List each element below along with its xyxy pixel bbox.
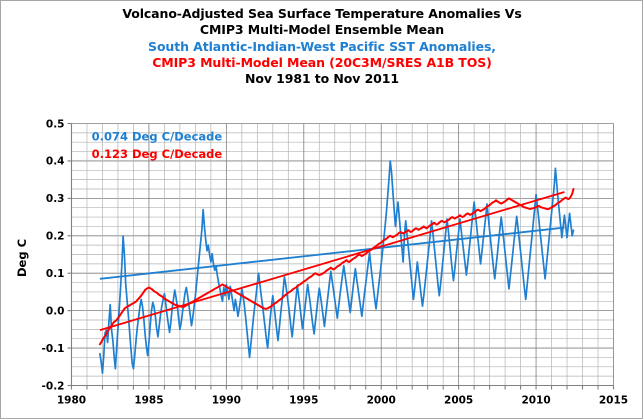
trend-annotations: 0.074 Deg C/Decade 0.123 Deg C/Decade [92,129,223,161]
y-tick-label: -0.2 [42,380,65,392]
x-tick-label: 1995 [289,395,318,407]
data-series-group [98,160,575,374]
trendlines-group [99,191,565,331]
y-tick-label: 0.2 [46,231,65,243]
title-line-1: Volcano-Adjusted Sea Surface Temperature… [122,6,522,21]
x-tick-label: 2005 [444,395,473,407]
x-axis-ticks: 1980 1985 1990 1995 2000 2005 2010 2015 [57,385,628,407]
axes [70,123,614,387]
annotation-trend-observations: 0.074 Deg C/Decade [92,129,223,143]
title-line-5-period: Nov 1981 to Nov 2011 [245,71,399,86]
chart-title-block: Volcano-Adjusted Sea Surface Temperature… [0,6,644,87]
y-tick-label: 0.3 [46,193,65,205]
y-tick-label: 0.4 [46,156,65,168]
annotation-trend-model: 0.123 Deg C/Decade [92,147,223,161]
trendline-red-trend [99,191,565,331]
y-tick-label: 0.0 [46,305,65,317]
y-tick-label: 0.1 [46,268,65,280]
gridlines [71,123,614,386]
y-axis-ticks: -0.2 -0.1 0.0 0.1 0.2 0.3 0.4 0.5 [42,118,72,392]
x-tick-label: 2010 [521,395,550,407]
x-tick-label: 1990 [212,395,241,407]
title-line-2: CMIP3 Multi-Model Ensemble Mean [199,22,445,38]
trendline-blue-trend [99,226,565,280]
title-line-3-observations: South Atlantic-Indian-West Pacific SST A… [148,38,496,54]
x-tick-label: 2015 [599,395,628,407]
x-tick-label: 1980 [57,395,86,407]
x-tick-label: 1985 [134,395,163,407]
x-tick-label: 2000 [367,395,396,407]
y-tick-label: 0.5 [46,118,65,130]
y-tick-label: -0.1 [42,343,65,355]
title-line-4-model: CMIP3 Multi-Model Mean (20C3M/SRES A1B T… [152,54,492,70]
y-axis-title: Deg C [15,239,29,277]
series-line-observations [99,160,575,374]
